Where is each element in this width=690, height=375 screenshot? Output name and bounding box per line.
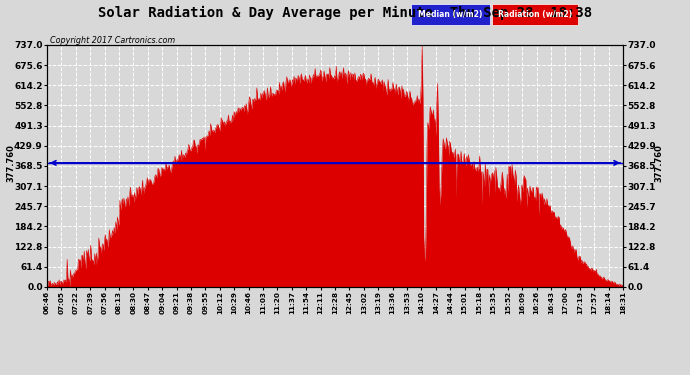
Text: Solar Radiation & Day Average per Minute  Thu Sep 28  18:38: Solar Radiation & Day Average per Minute…: [98, 6, 592, 20]
Text: Radiation (w/m2): Radiation (w/m2): [498, 10, 572, 19]
Text: Median (w/m2): Median (w/m2): [418, 10, 482, 19]
Text: 377.760: 377.760: [655, 144, 664, 182]
Text: Copyright 2017 Cartronics.com: Copyright 2017 Cartronics.com: [50, 36, 175, 45]
Text: 377.760: 377.760: [6, 144, 15, 182]
